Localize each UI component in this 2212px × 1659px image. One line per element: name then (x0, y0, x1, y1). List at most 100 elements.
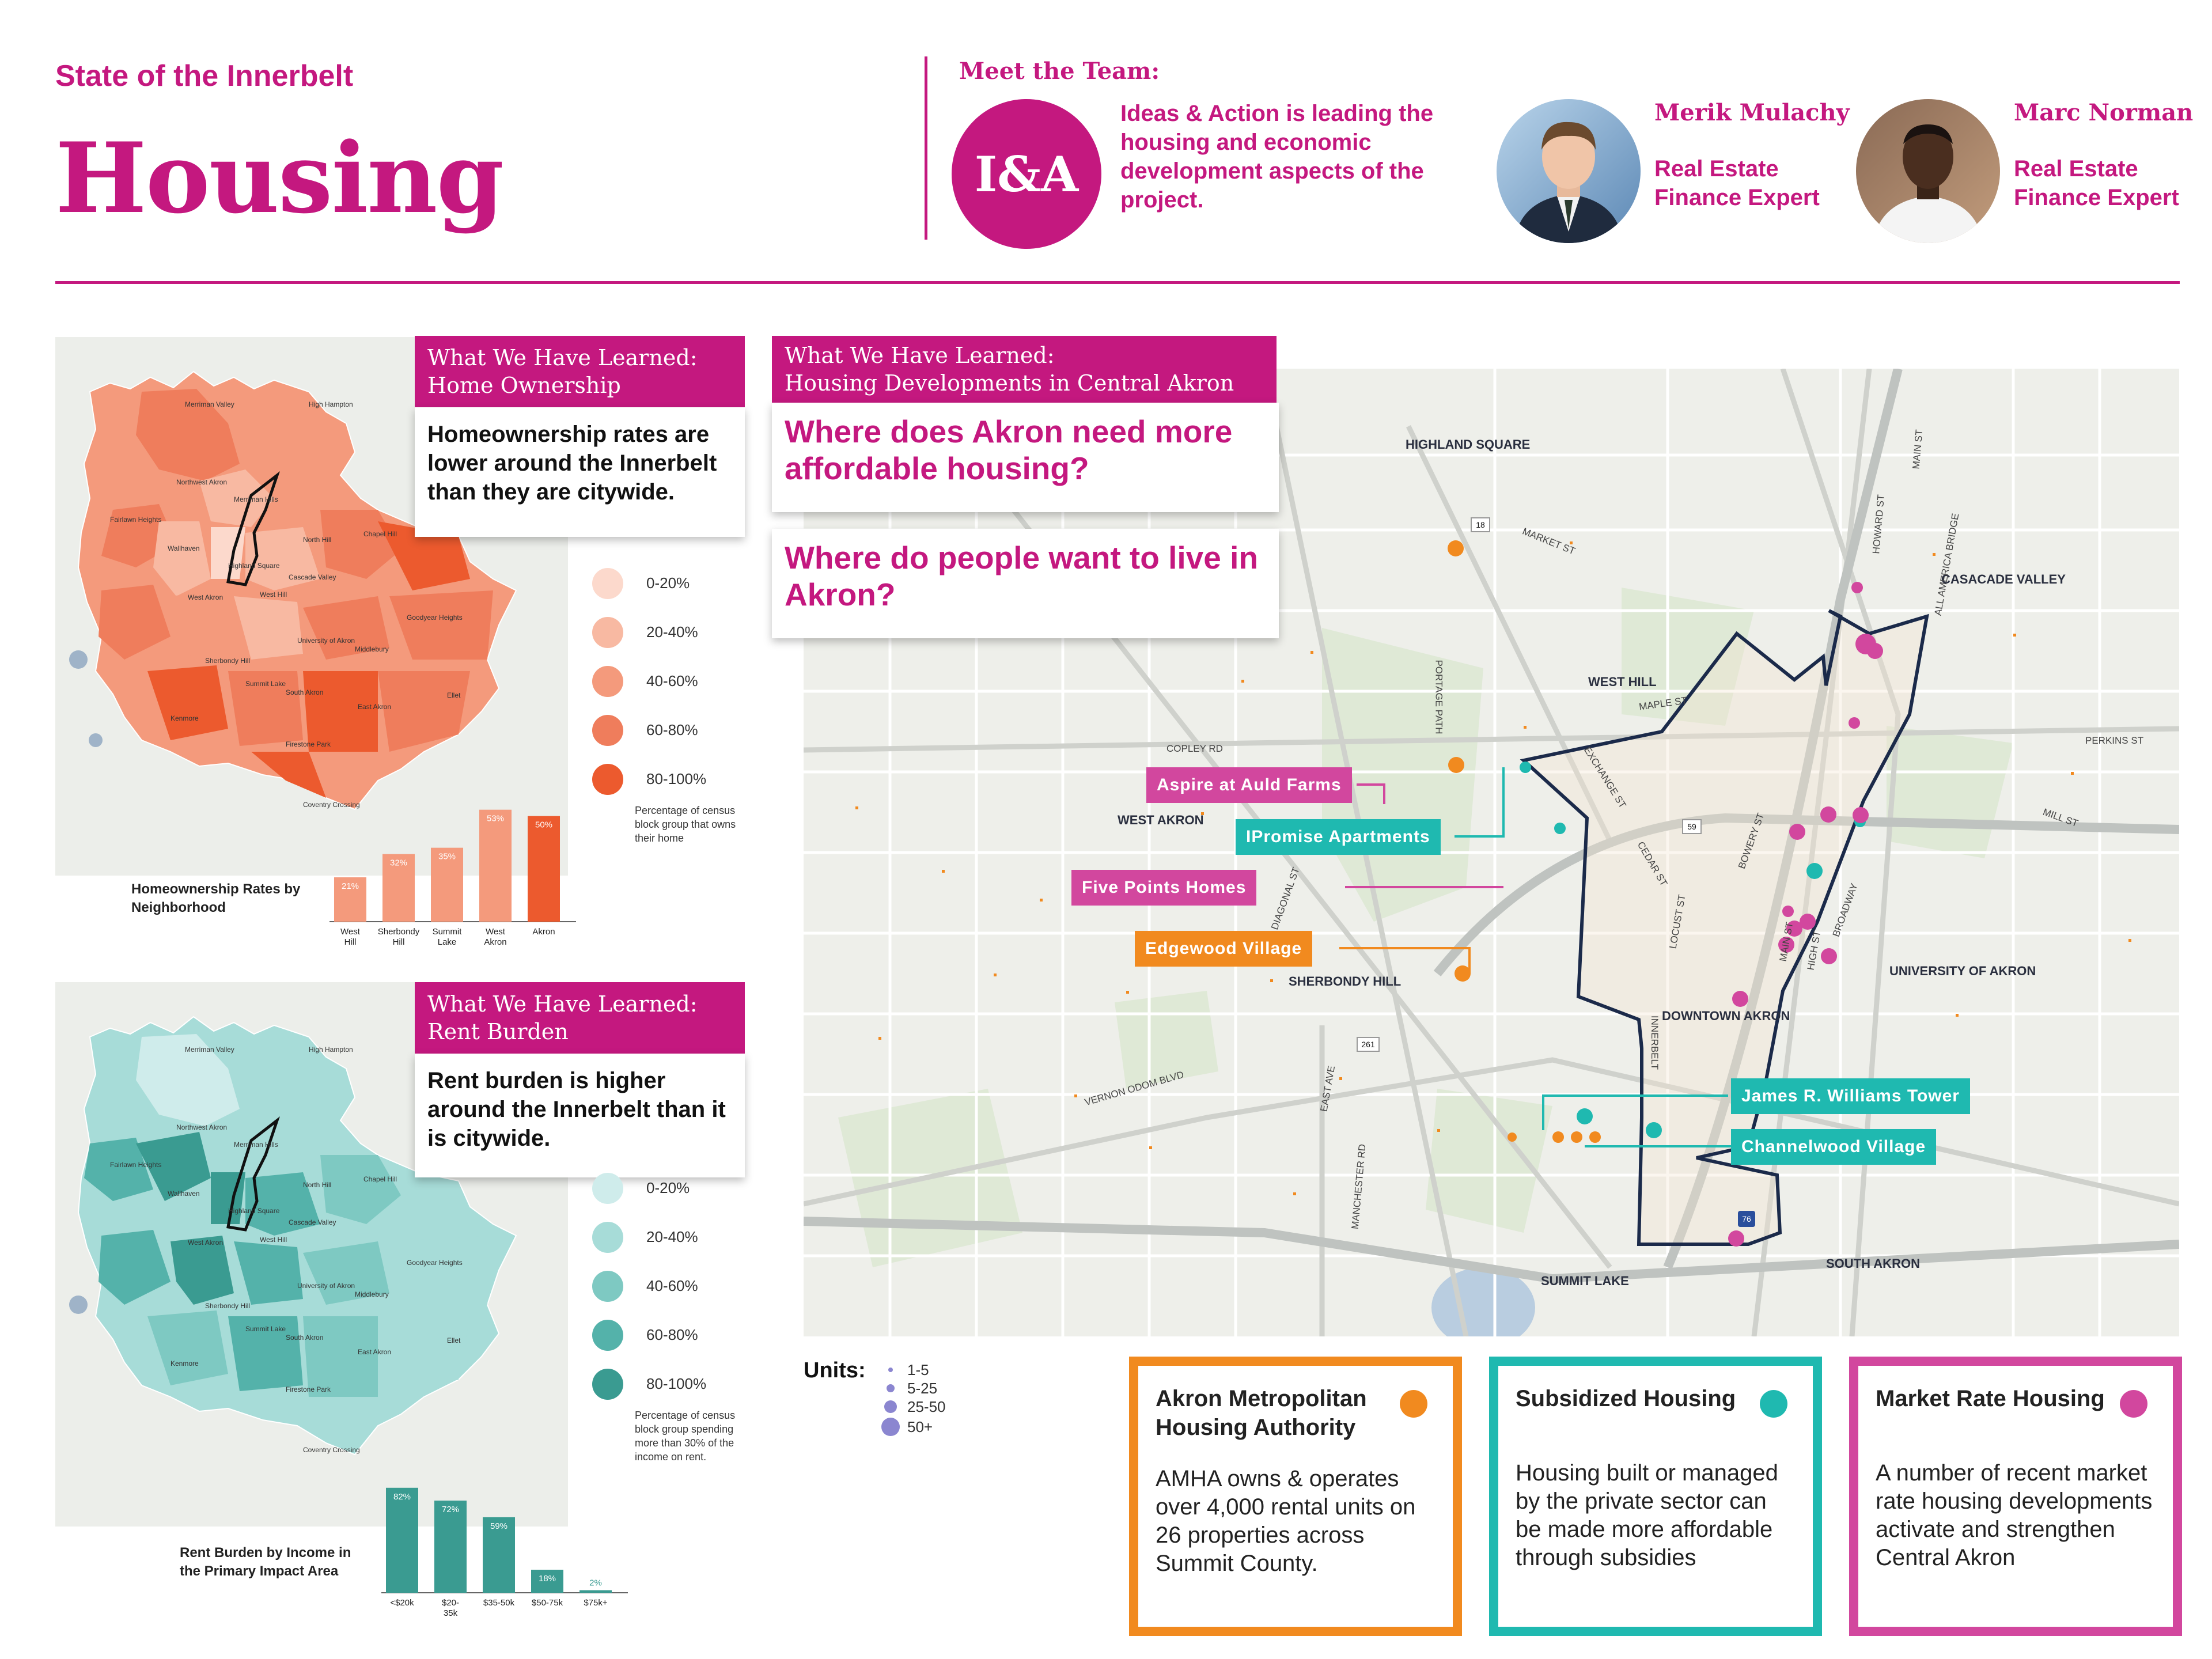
units-legend-title: Units: (804, 1358, 866, 1382)
map-label: Goodyear Heights (407, 1259, 463, 1267)
street-map (804, 369, 2179, 1336)
legend-label: 40-60% (646, 1277, 698, 1294)
map-label: Merriman Valley (185, 400, 234, 408)
home-ownership-legend: 0-20% 20-40% 40-60% 60-80% 80-100% Perce… (592, 559, 750, 845)
map-label: Highland Square (228, 1207, 280, 1215)
infobox-body: Housing built or managed by the private … (1516, 1460, 1778, 1570)
map-label: Middlebury (355, 1290, 389, 1298)
bar-value-label: 50% (535, 820, 552, 830)
map-label: Chapel Hill (363, 530, 397, 538)
interstate-shield: 76 (1738, 1211, 1755, 1227)
map-label: West Hill (260, 590, 287, 599)
legend-item: 40-60% (592, 657, 750, 706)
legend-swatch (592, 714, 623, 746)
bar (528, 816, 560, 922)
category-label: <$20k (390, 1598, 414, 1608)
bar-value-label: 2% (589, 1578, 602, 1588)
legend-swatch (592, 1319, 623, 1351)
choropleth-map (69, 370, 517, 810)
map-label: West Akron (188, 1238, 224, 1247)
bar (434, 1501, 467, 1593)
person-icon (1856, 99, 2000, 243)
infobox-amha: Akron Metropolitan Housing Authority AMH… (1129, 1357, 1462, 1636)
callout: Five Points Homes (1071, 870, 1257, 906)
map-label: South Akron (286, 688, 324, 696)
legend-note: Percentage of census block group spendin… (635, 1410, 736, 1463)
map-label: Ellet (447, 1336, 461, 1344)
housing-markers (1448, 540, 1883, 1247)
infobox-body: AMHA owns & operates over 4,000 rental u… (1156, 1466, 1416, 1576)
legend-label: 0-20% (646, 1179, 690, 1196)
units-item: 5-25 (881, 1379, 946, 1397)
legend-swatch (592, 1221, 623, 1253)
legend-swatch (592, 1172, 623, 1204)
bar (579, 1590, 612, 1593)
map-label: Firestone Park (286, 740, 331, 748)
map-label: University of Akron (297, 637, 355, 645)
neighborhood-labels: Merriman Valley High Hampton Northwest A… (55, 982, 568, 1527)
category-label: Akron (484, 937, 506, 947)
bar-value-label: 32% (390, 858, 407, 868)
legend-item: 0-20% (592, 559, 750, 608)
legend-item: 20-40% (592, 608, 750, 657)
bar-value-label: 18% (539, 1574, 556, 1584)
member-role: Real Estate Finance Expert (2014, 156, 2179, 210)
map-label: Cascade Valley (289, 573, 336, 581)
map-label: Merriman Valley (185, 1046, 234, 1054)
unit-dot (884, 1400, 897, 1413)
map-label: HIGHLAND SQUARE (1406, 437, 1531, 452)
infobox-market-rate: Market Rate Housing A number of recent m… (1849, 1357, 2182, 1636)
map-label: SOUTH AKRON (1826, 1256, 1920, 1271)
map-label: Northwest Akron (176, 478, 228, 486)
map-label: Merriman Hills (234, 1141, 278, 1149)
legend-label: 60-80% (646, 1326, 698, 1343)
bar-value-label: 72% (442, 1505, 459, 1514)
map-label: Fairlawn Heights (110, 1161, 162, 1169)
neighborhood-labels: Merriman Valley High Hampton Northwest A… (55, 337, 568, 876)
legend-label: 60-80% (646, 721, 698, 738)
person-icon (1497, 99, 1641, 243)
map-label: High Hampton (309, 400, 353, 408)
avatar (1497, 99, 1641, 243)
map-label: Wallhaven (168, 544, 200, 552)
header-rule (55, 281, 2180, 284)
card-heading: What We Have Learned: Home Ownership (415, 336, 745, 407)
map-label: Chapel Hill (363, 1175, 397, 1183)
category-label: Summit (433, 927, 463, 937)
map-label: Kenmore (171, 714, 199, 722)
bar-value-label: 53% (487, 814, 504, 824)
infobox-body: A number of recent market rate housing d… (1876, 1460, 2153, 1570)
bar (382, 854, 415, 922)
category-label: $35-50k (483, 1598, 515, 1608)
ownership-bar-chart: 21%WestHill32%SherbondyHill35%SummitLake… (329, 809, 576, 947)
page-title: Housing (55, 121, 504, 235)
pink-dot-icon (2120, 1390, 2147, 1418)
bar-value-label: 35% (438, 852, 456, 862)
legend-note: Percentage of census block group that ow… (635, 805, 736, 844)
heading-line: What We Have Learned: (785, 343, 1055, 368)
units-label: 1-5 (907, 1361, 929, 1378)
units-label: 50+ (907, 1418, 933, 1435)
rent-bar-chart: 82% <$20k 72% $20-35k 59% $35-50k 18% $50-75k 2%… (381, 1487, 628, 1618)
legend-item: 80-100% (592, 755, 750, 804)
header-divider (925, 56, 927, 240)
card-text: Rent burden is higher around the Innerbe… (415, 1054, 745, 1177)
map-label: High Hampton (309, 1046, 353, 1054)
bar (431, 847, 463, 922)
units-item: 50+ (881, 1416, 946, 1438)
map-label: Highland Square (228, 562, 280, 570)
map-label: Kenmore (171, 1359, 199, 1368)
street-label: COPLEY RD (1166, 743, 1223, 754)
category-label: Hill (344, 937, 357, 947)
map-label: Firestone Park (286, 1385, 331, 1393)
category-label: West (340, 927, 361, 937)
map-label: Sherbondy Hill (205, 657, 251, 665)
callout: Edgewood Village (1135, 931, 1313, 967)
infobox-subsidized: Subsidized Housing Housing built or mana… (1489, 1357, 1822, 1636)
question-affordable: Where does Akron need more affordable ho… (772, 403, 1279, 512)
units-label: 25-50 (907, 1397, 946, 1415)
category-label: Sherbondy (378, 927, 420, 937)
legend-item: 40-60% (592, 1262, 750, 1310)
map-label: DOWNTOWN AKRON (1662, 1009, 1790, 1023)
map-label: Coventry Crossing (303, 801, 360, 809)
